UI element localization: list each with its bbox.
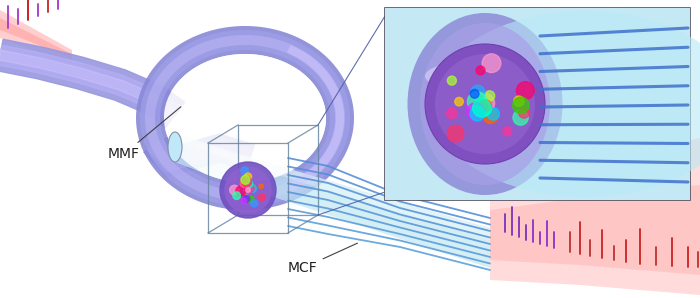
Circle shape: [245, 180, 253, 188]
Polygon shape: [144, 134, 254, 177]
Ellipse shape: [407, 13, 563, 195]
Circle shape: [244, 187, 249, 193]
Circle shape: [487, 108, 499, 120]
Polygon shape: [0, 18, 72, 58]
Polygon shape: [0, 45, 181, 123]
Circle shape: [241, 176, 250, 184]
Circle shape: [473, 99, 491, 117]
Circle shape: [475, 100, 491, 116]
Circle shape: [236, 186, 246, 196]
Bar: [385, 8, 690, 200]
Circle shape: [447, 108, 457, 119]
Circle shape: [447, 125, 464, 142]
PathPatch shape: [145, 35, 345, 201]
Circle shape: [475, 95, 484, 104]
Circle shape: [466, 102, 481, 117]
Circle shape: [248, 184, 256, 191]
Circle shape: [435, 54, 535, 154]
Circle shape: [513, 110, 528, 125]
Circle shape: [244, 173, 252, 180]
Polygon shape: [0, 50, 178, 119]
Ellipse shape: [420, 23, 550, 185]
Circle shape: [475, 93, 495, 113]
Circle shape: [517, 82, 534, 100]
Ellipse shape: [164, 54, 326, 182]
Polygon shape: [0, 39, 185, 128]
Circle shape: [512, 97, 529, 114]
Circle shape: [246, 188, 251, 192]
Circle shape: [480, 100, 491, 112]
Circle shape: [233, 192, 241, 199]
Circle shape: [244, 188, 250, 194]
Circle shape: [447, 76, 456, 85]
Circle shape: [482, 54, 501, 72]
Circle shape: [470, 106, 484, 121]
Circle shape: [503, 127, 512, 136]
Circle shape: [246, 185, 254, 193]
Circle shape: [258, 194, 265, 201]
Circle shape: [230, 185, 239, 195]
PathPatch shape: [140, 30, 350, 206]
Circle shape: [241, 198, 246, 204]
Circle shape: [483, 109, 498, 123]
Circle shape: [244, 196, 250, 202]
Circle shape: [470, 85, 485, 100]
Polygon shape: [175, 133, 490, 268]
Circle shape: [244, 186, 253, 194]
Bar: [385, 8, 690, 200]
Circle shape: [467, 103, 485, 121]
Polygon shape: [175, 133, 490, 240]
Circle shape: [470, 89, 479, 98]
Ellipse shape: [425, 61, 525, 91]
Circle shape: [241, 177, 251, 187]
Polygon shape: [490, 185, 700, 275]
Circle shape: [425, 44, 545, 164]
Polygon shape: [148, 139, 253, 172]
Circle shape: [473, 99, 487, 113]
Polygon shape: [490, 138, 700, 295]
Text: MCF: MCF: [288, 243, 358, 275]
Circle shape: [225, 167, 271, 213]
Circle shape: [476, 66, 485, 75]
Circle shape: [484, 91, 495, 101]
Ellipse shape: [168, 132, 182, 162]
Circle shape: [259, 184, 263, 188]
Circle shape: [240, 180, 248, 187]
Circle shape: [220, 162, 276, 218]
Circle shape: [247, 196, 254, 203]
Circle shape: [248, 185, 256, 193]
Circle shape: [241, 167, 248, 175]
Circle shape: [468, 92, 487, 111]
Circle shape: [251, 200, 258, 207]
Circle shape: [514, 96, 524, 106]
Polygon shape: [175, 133, 490, 268]
Circle shape: [519, 107, 530, 118]
PathPatch shape: [136, 26, 354, 210]
Text: MMF: MMF: [108, 107, 181, 161]
Circle shape: [455, 97, 463, 106]
Polygon shape: [0, 10, 72, 64]
Circle shape: [475, 95, 484, 105]
Ellipse shape: [433, 11, 700, 197]
